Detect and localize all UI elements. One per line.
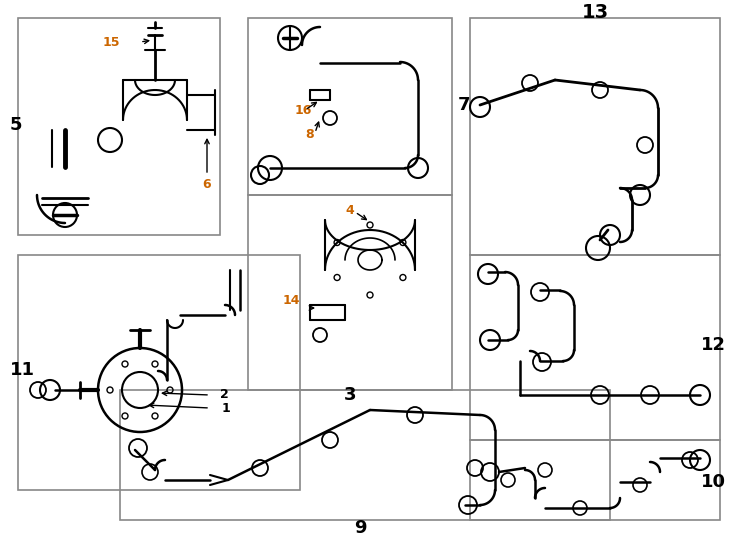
Bar [248,195,452,390]
Bar [470,18,720,255]
Text: 12: 12 [701,336,726,354]
Bar [18,18,220,235]
Text: 1: 1 [222,402,230,415]
Bar [470,255,720,440]
Text: 6: 6 [203,179,211,192]
Bar [18,255,300,490]
Text: 8: 8 [305,129,313,141]
Text: 3: 3 [344,386,356,404]
Text: 13: 13 [581,3,608,22]
Bar [470,440,720,520]
Text: 11: 11 [10,361,35,379]
Text: 2: 2 [220,388,229,402]
Text: 10: 10 [701,473,726,491]
Bar [248,18,452,195]
Text: 15: 15 [103,36,120,49]
Bar [120,390,610,520]
Text: 14: 14 [283,294,300,307]
Text: 16: 16 [295,104,313,117]
Text: 5: 5 [10,116,23,134]
Text: 4: 4 [345,204,354,217]
Text: 9: 9 [354,519,366,537]
Text: 7: 7 [458,96,470,114]
